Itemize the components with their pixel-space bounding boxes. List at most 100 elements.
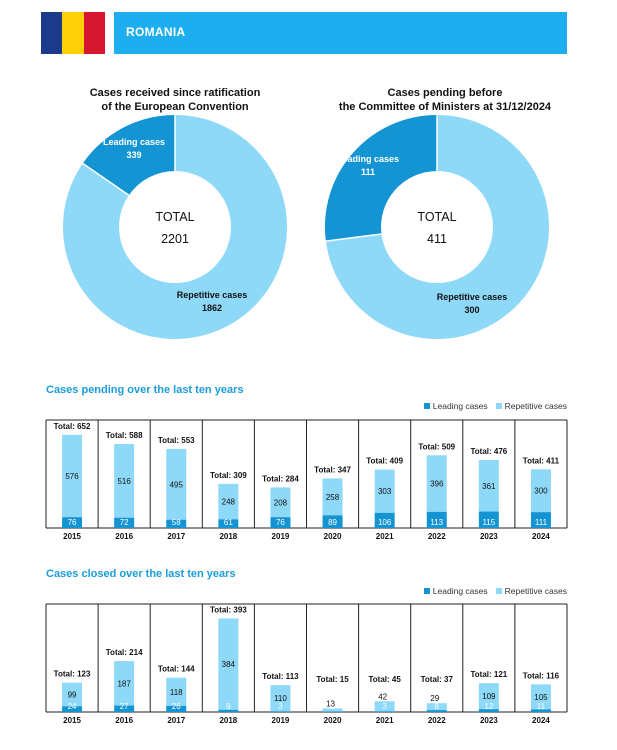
bar-total-label: Total: 509	[418, 442, 455, 451]
bar-repetitive	[166, 677, 187, 706]
donut-separator	[324, 233, 382, 242]
bar-leading	[62, 517, 83, 528]
bar-repetitive	[62, 682, 83, 707]
donut-title-line1: Cases pending before	[387, 87, 503, 99]
bar-repetitive	[478, 683, 499, 710]
bar-year-label: 2019	[272, 716, 290, 725]
bar-repetitive-value: 361	[482, 482, 496, 491]
bar-leading-value: 3	[382, 702, 387, 711]
bar-repetitive-value: 258	[326, 493, 340, 502]
bar-repetitive	[426, 703, 447, 711]
bar-leading-value: 11	[537, 702, 546, 711]
legend-repetitive-swatch	[495, 403, 502, 409]
bar-year-label: 2023	[480, 716, 498, 725]
bar-repetitive-value: 118	[170, 688, 183, 697]
bar-repetitive-value: 42	[378, 692, 387, 701]
donut-total-label: TOTAL	[155, 210, 194, 224]
bar-total-label: Total: 113	[262, 672, 299, 681]
legend-leading-label: Leading cases	[432, 401, 488, 411]
bar-total-label: Total: 121	[470, 670, 507, 679]
bar-repetitive-value: 29	[430, 694, 439, 703]
bar-repetitive	[218, 618, 239, 710]
bar-leading	[478, 709, 499, 712]
bar-year-label: 2024	[532, 716, 550, 725]
bar-leading-value: 58	[172, 518, 181, 527]
donut-repetitive-label: Repetitive cases	[437, 292, 508, 302]
romania-flag	[41, 12, 105, 54]
bar-leading	[166, 519, 187, 528]
bar-total-label: Total: 393	[210, 605, 247, 614]
bar-leading-value: 113	[430, 518, 443, 527]
bar-leading	[114, 705, 135, 712]
bar-total-label: Total: 411	[523, 456, 560, 465]
donut-chart-received: TOTAL 2201 Leading cases 339 Repetitive case…	[63, 114, 287, 339]
bar-repetitive	[62, 434, 83, 518]
bar-repetitive-value: 495	[170, 480, 184, 489]
bar-year-label: 2017	[167, 716, 185, 725]
bar-total-label: Total: 123	[54, 670, 91, 679]
bar-leading	[62, 706, 83, 712]
bar-repetitive-value: 384	[222, 660, 236, 669]
bar-leading	[114, 517, 135, 528]
bar-leading-value: 27	[120, 702, 129, 711]
bar-repetitive-value: 248	[222, 498, 236, 507]
donut-title-received: Cases received since ratification of the…	[60, 86, 290, 114]
donut-slice-leading	[82, 115, 175, 196]
bar-total-label: Total: 37	[421, 675, 454, 684]
bar-repetitive	[218, 483, 239, 520]
bar-repetitive-value: 576	[65, 472, 79, 481]
bar-repetitive	[270, 685, 291, 712]
bar-year-label: 2023	[480, 532, 498, 541]
bar-year-label: 2020	[324, 716, 342, 725]
donut-leading-value: 111	[361, 167, 375, 177]
bar-year-label: 2022	[428, 532, 446, 541]
closed-chart-title: Cases closed over the last ten years	[46, 568, 236, 580]
bar-leading	[218, 709, 239, 712]
bar-repetitive-value: 303	[378, 487, 392, 496]
bar-repetitive	[166, 449, 187, 520]
bar-repetitive	[374, 469, 395, 513]
bar-leading-value: 115	[482, 518, 495, 527]
bar-leading-value: 9	[226, 702, 231, 711]
legend-repetitive-label: Repetitive cases	[504, 401, 567, 411]
legend-leading-label: Leading cases	[432, 586, 488, 596]
bar-year-label: 2024	[532, 532, 550, 541]
bar-leading	[270, 711, 291, 712]
donut-total-value: 2201	[161, 232, 189, 246]
donut-separator	[81, 162, 130, 196]
bar-leading	[426, 710, 447, 712]
donut-repetitive-value: 1862	[202, 303, 222, 313]
bar-leading	[426, 511, 447, 528]
bar-leading-value: 2	[330, 702, 335, 711]
bar-total-label: Total: 116	[523, 671, 560, 680]
pending-bar-chart: 76 576 Total: 652 2015 72 516 Total: 588 2016 58…	[45, 419, 568, 541]
donut-chart-pending: TOTAL 411 Leading cases 111 Repetitive cases…	[324, 114, 549, 339]
bar-year-label: 2016	[115, 716, 133, 725]
bar-year-label: 2021	[376, 532, 394, 541]
bar-leading	[374, 711, 395, 712]
donut-title-line2: of the European Convention	[101, 101, 249, 113]
bar-leading	[478, 511, 499, 528]
bar-leading-value: 12	[484, 702, 493, 711]
legend-leading-swatch	[423, 588, 430, 594]
bar-year-label: 2020	[324, 532, 342, 541]
bar-total-label: Total: 284	[262, 474, 299, 483]
bar-total-label: Total: 45	[368, 675, 401, 684]
donut-leading-value: 339	[127, 150, 142, 160]
bar-leading	[374, 512, 395, 528]
bar-leading-value: 61	[224, 518, 233, 527]
donut-leading-label: Leading cases	[337, 154, 399, 164]
bar-leading-value: 76	[68, 518, 77, 527]
donut-title-line1: Cases received since ratification	[89, 87, 261, 99]
bar-leading	[322, 515, 343, 528]
legend-repetitive-label: Repetitive cases	[504, 586, 567, 596]
bar-year-label: 2018	[219, 532, 237, 541]
donut-leading-label: Leading cases	[103, 137, 165, 147]
bar-total-label: Total: 476	[470, 447, 507, 456]
bar-repetitive-value: 13	[326, 699, 335, 708]
bar-total-label: Total: 214	[106, 648, 143, 657]
bar-leading	[530, 512, 551, 528]
bar-leading-value: 89	[328, 518, 337, 527]
bar-repetitive-value: 300	[534, 487, 548, 496]
bar-total-label: Total: 553	[158, 436, 195, 445]
